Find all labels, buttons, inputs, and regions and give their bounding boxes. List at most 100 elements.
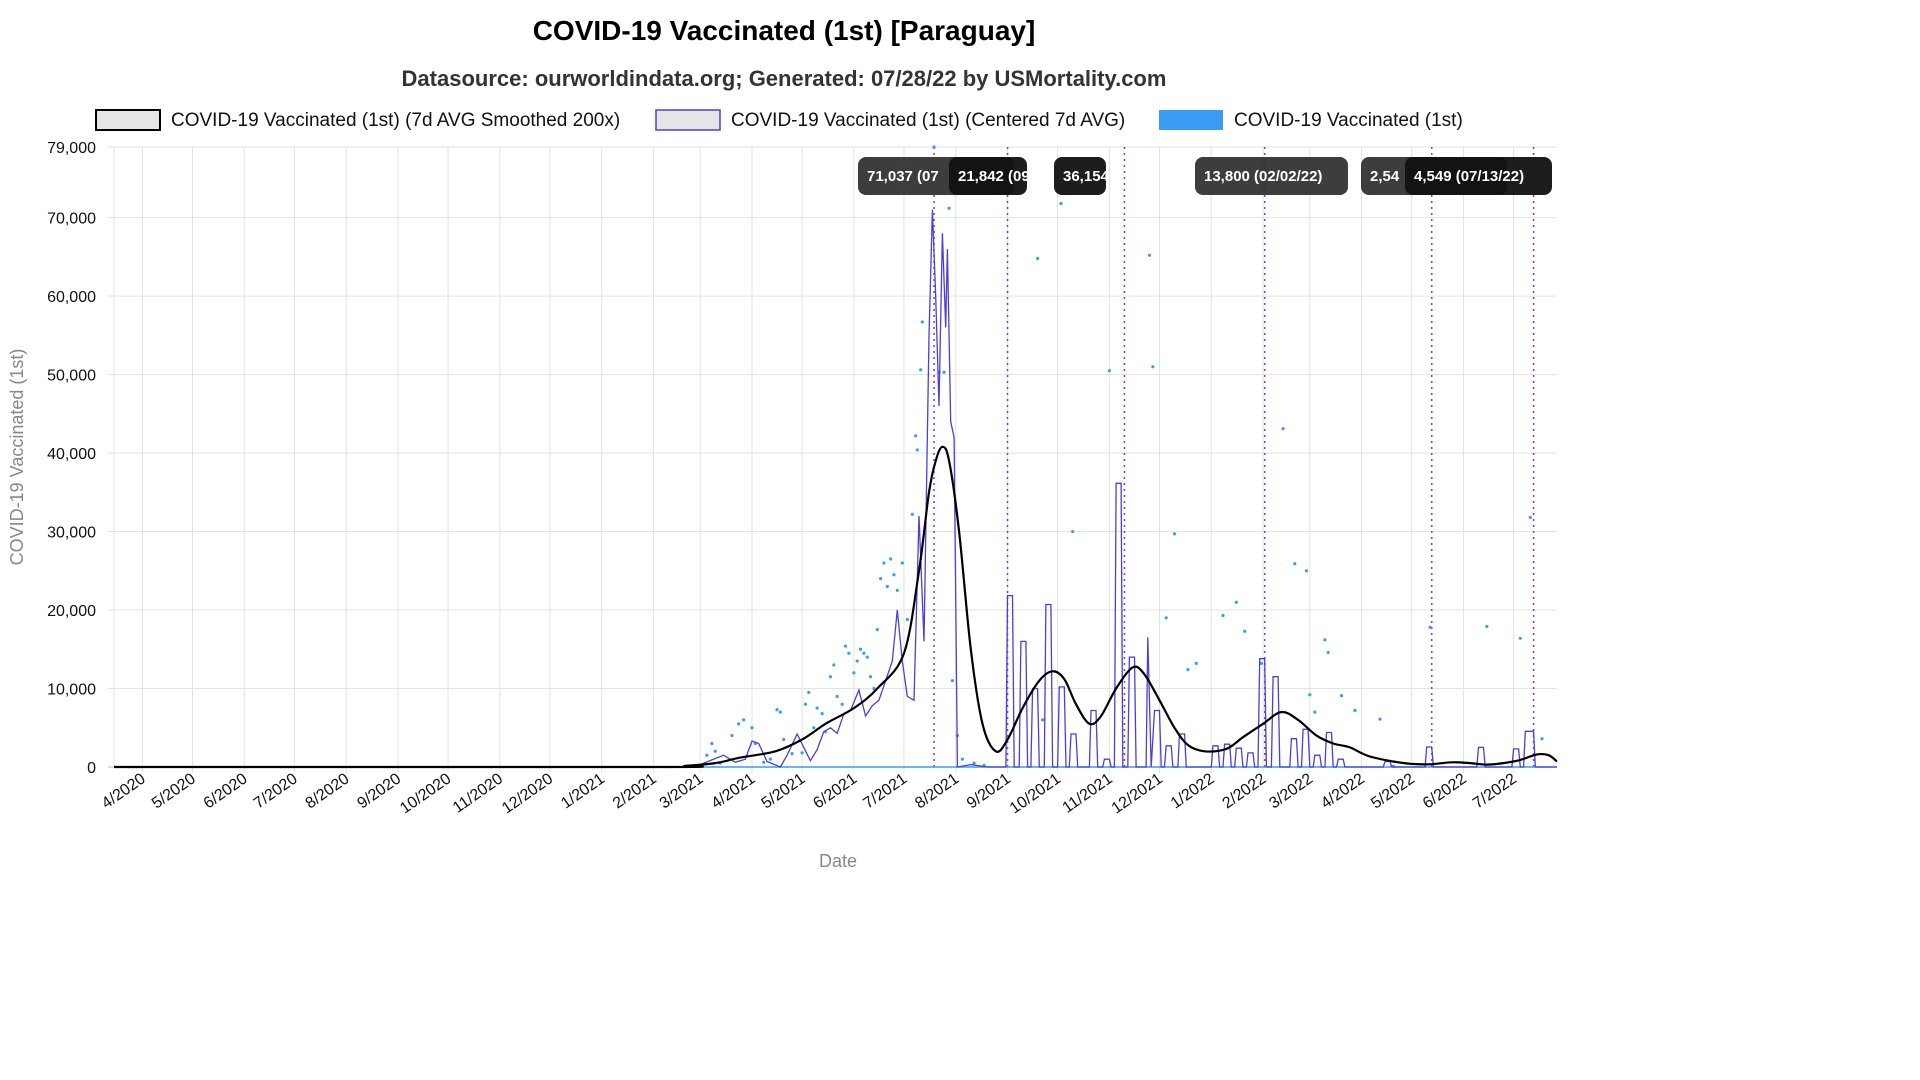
y-tick-label: 50,000	[47, 368, 96, 385]
legend-swatch-centered[interactable]	[655, 109, 721, 131]
tooltip: 4,549 (07/13/22)	[1405, 157, 1552, 195]
x-tick-label: 3/2021	[657, 770, 707, 812]
data-point	[855, 659, 859, 663]
data-point	[1221, 613, 1225, 618]
data-point	[1164, 616, 1168, 620]
data-point	[1528, 515, 1532, 520]
y-tick-label: 10,000	[47, 682, 96, 699]
tooltip-label: 21,842 (09/0	[958, 168, 1042, 185]
data-point	[895, 588, 899, 593]
data-point	[828, 675, 833, 679]
data-point	[915, 448, 919, 452]
tooltip: 13,800 (02/02/22)	[1195, 157, 1348, 195]
data-point	[920, 320, 924, 324]
data-point	[1304, 569, 1309, 573]
legend: COVID-19 Vaccinated (1st) (7d AVG Smooth…	[95, 109, 1463, 131]
legend-label-smoothed[interactable]: COVID-19 Vaccinated (1st) (7d AVG Smooth…	[171, 110, 620, 131]
x-tick-label: 10/2021	[1007, 770, 1064, 817]
data-point	[730, 734, 734, 738]
data-point	[868, 675, 873, 679]
data-point	[1147, 253, 1152, 257]
data-point	[800, 751, 804, 755]
series-daily	[114, 145, 1557, 768]
tooltip-box	[949, 157, 1027, 195]
legend-swatch-daily[interactable]	[1159, 110, 1223, 130]
x-tick-label: 6/2021	[810, 770, 860, 812]
x-tick-label: 12/2020	[499, 770, 556, 817]
data-point	[832, 663, 836, 667]
legend-swatch-smoothed[interactable]	[95, 109, 161, 131]
data-point	[932, 145, 936, 149]
data-point	[892, 573, 896, 577]
x-tick-label: 2/2022	[1220, 770, 1270, 812]
x-tick-label: 5/2020	[149, 770, 199, 812]
data-point	[1071, 529, 1075, 534]
y-axis-ticks: 0 10,000 20,000 30,000 40,000 50,000 60,000 70,…	[47, 140, 96, 777]
data-point	[742, 718, 746, 722]
data-point	[1326, 650, 1330, 655]
data-point	[942, 370, 946, 374]
x-tick-label: 3/2022	[1266, 770, 1316, 812]
data-point	[1313, 710, 1317, 714]
y-tick-label: 70,000	[47, 211, 96, 228]
chart-title: COVID-19 Vaccinated (1st) [Paraguay]	[533, 15, 1036, 46]
legend-label-daily[interactable]: COVID-19 Vaccinated (1st)	[1234, 110, 1463, 131]
data-point	[1540, 737, 1544, 741]
data-point	[905, 617, 909, 622]
x-axis-ticks: 4/2020 5/2020 6/2020 7/2020 8/2020 9/202010/2…	[99, 770, 1520, 817]
data-point	[1151, 365, 1155, 369]
data-point	[705, 753, 709, 757]
x-tick-label: 6/2022	[1420, 770, 1470, 812]
x-tick-label: 9/2021	[964, 770, 1014, 812]
tooltip: 36,154 (11/10/21	[1054, 157, 1176, 195]
chart: COVID-19 Vaccinated (1st) [Paraguay] Dat…	[7, 15, 1558, 871]
data-point	[1378, 717, 1382, 721]
y-axis-label: COVID-19 Vaccinated (1st)	[7, 349, 27, 566]
data-point	[713, 749, 717, 753]
data-point	[815, 706, 819, 710]
vertical-markers	[933, 147, 1535, 767]
x-tick-label: 5/2021	[759, 770, 809, 812]
data-point	[1281, 427, 1285, 431]
y-tick-label: 20,000	[47, 603, 96, 620]
data-point	[865, 655, 869, 659]
tooltips: 71,037 (07 21,842 (09/0 36,154 (11/10/21 13…	[858, 157, 1552, 195]
data-point	[1293, 562, 1297, 566]
data-point	[875, 628, 879, 632]
data-point	[878, 577, 883, 581]
data-point	[1339, 693, 1344, 698]
x-tick-label: 4/2020	[99, 770, 149, 812]
data-point	[843, 644, 848, 648]
x-tick-label: 4/2021	[708, 770, 758, 812]
data-point	[960, 757, 965, 761]
tooltip: 21,842 (09/0	[949, 157, 1042, 195]
data-point	[919, 368, 923, 372]
data-point	[1353, 708, 1357, 713]
tooltip-label: 71,037 (07	[867, 168, 939, 185]
data-point	[1485, 624, 1489, 629]
data-point	[852, 671, 856, 675]
legend-label-centered[interactable]: COVID-19 Vaccinated (1st) (Centered 7d A…	[731, 110, 1125, 131]
tooltip-box	[1405, 157, 1552, 195]
data-point	[900, 561, 904, 565]
x-tick-label: 7/2021	[860, 770, 910, 812]
data-point	[1323, 638, 1327, 642]
data-point	[710, 741, 714, 746]
x-tick-label: 7/2022	[1470, 770, 1520, 812]
x-tick-label: 6/2020	[201, 770, 251, 812]
x-tick-label: 11/2021	[1060, 770, 1116, 816]
data-point	[885, 584, 889, 589]
y-tick-label: 0	[87, 760, 96, 777]
data-point	[1040, 718, 1045, 722]
data-point	[790, 752, 794, 756]
grid	[108, 146, 1557, 773]
x-tick-label: 8/2021	[912, 770, 962, 812]
data-point	[847, 651, 851, 655]
data-point	[862, 651, 866, 655]
data-point	[1035, 256, 1040, 261]
data-point	[1059, 201, 1063, 206]
data-point	[803, 702, 808, 706]
data-point	[950, 679, 955, 683]
data-point	[1234, 600, 1238, 604]
data-point	[778, 710, 782, 714]
